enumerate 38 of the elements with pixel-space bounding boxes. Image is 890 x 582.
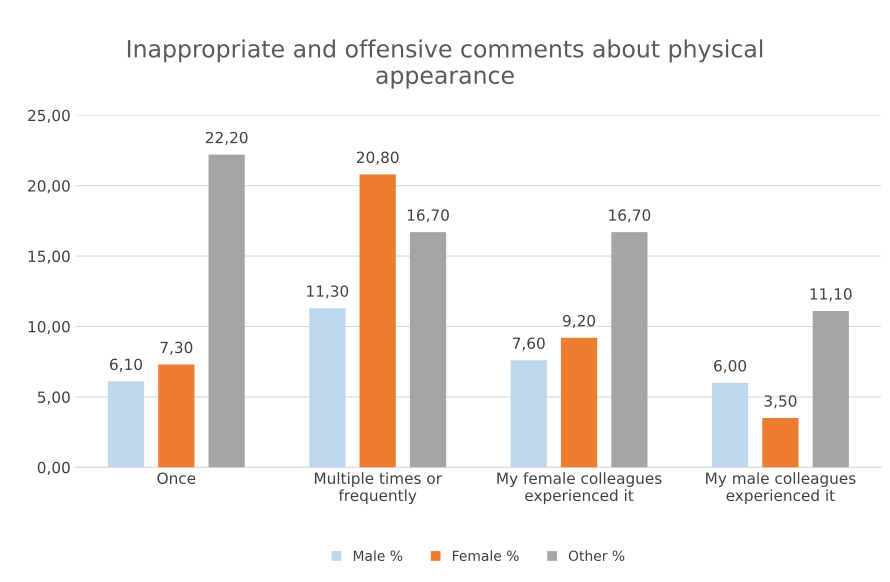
x-tick-label: Multiple times or frequently [314, 472, 442, 504]
bar [510, 360, 547, 468]
bar [712, 382, 748, 468]
data-label: 6,10 [110, 358, 142, 372]
y-tick-label: 20,00 [28, 180, 70, 194]
x-tick-label: My female colleagues experienced it [497, 472, 662, 504]
bar [158, 364, 194, 468]
legend-label: Male % [354, 550, 402, 562]
data-label: 16,70 [408, 209, 449, 222]
legend-label: Other % [568, 550, 624, 562]
data-label: 16,70 [609, 209, 650, 222]
data-label: 9,20 [563, 314, 596, 328]
bar [762, 418, 799, 468]
y-tick-label: 0,00 [38, 462, 70, 475]
bar [309, 308, 346, 468]
data-label: 22,20 [206, 132, 248, 145]
bar [410, 232, 446, 468]
data-label: 11,30 [307, 285, 348, 298]
data-label: 11,10 [810, 288, 852, 302]
bar [812, 311, 849, 468]
data-label: 6,00 [714, 360, 746, 374]
bar [360, 174, 396, 468]
y-tick-label: 15,00 [28, 250, 70, 264]
x-tick-label: My male colleagues experienced it [706, 472, 856, 504]
bar [208, 154, 245, 468]
x-tick-label: Once [157, 472, 196, 484]
y-tick-label: 25,00 [28, 110, 70, 123]
data-label: 3,50 [764, 395, 796, 408]
y-tick-label: 5,00 [38, 391, 70, 405]
data-label: 20,80 [356, 152, 399, 165]
bar [611, 232, 648, 468]
data-label: 7,60 [512, 337, 545, 351]
chart-title: Inappropriate and offensive comments about physical appearance [128, 39, 762, 89]
legend-label: Female % [452, 550, 519, 562]
y-tick-label: 10,00 [28, 320, 70, 334]
bar [108, 381, 144, 468]
bar [560, 338, 598, 468]
data-label: 7,30 [160, 342, 192, 355]
